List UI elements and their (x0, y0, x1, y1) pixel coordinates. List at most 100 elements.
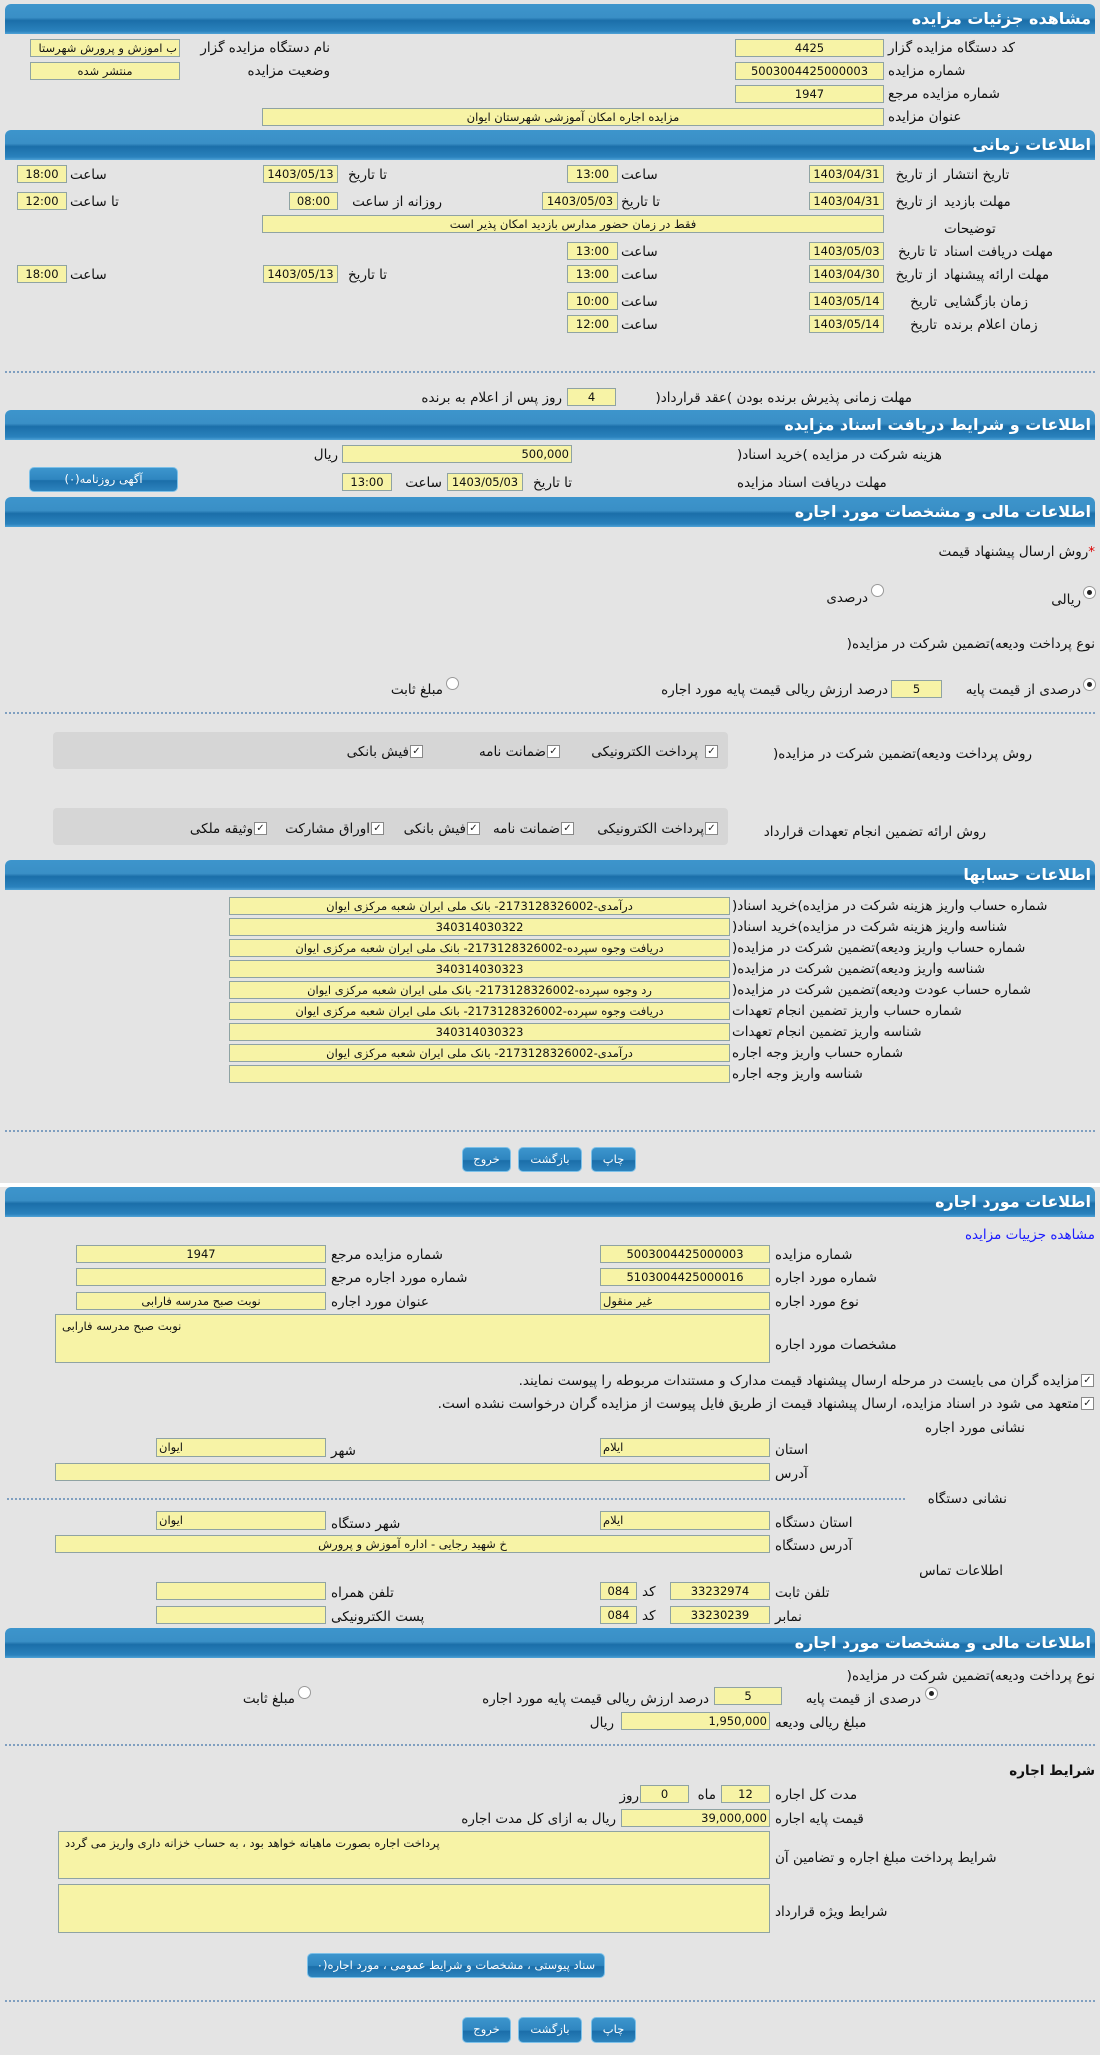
exit-button[interactable]: خروج (462, 2017, 511, 2043)
visit-to-date[interactable]: 1403/05/03 (542, 192, 618, 210)
attach-docs-checkbox[interactable]: ✓ (1081, 1374, 1094, 1387)
address-field[interactable] (55, 1463, 770, 1481)
checkbox-guarantee-letter[interactable]: ✓ (561, 822, 574, 835)
checkbox-guarantee-letter[interactable]: ✓ (547, 745, 560, 758)
item-no-field[interactable]: 5103004425000016 (600, 1268, 770, 1286)
percent-radio[interactable] (871, 584, 884, 597)
phone-code-field[interactable]: 084 (600, 1582, 637, 1600)
account-field[interactable]: درآمدی-2173128326002- بانک ملی ایران شعب… (229, 897, 730, 915)
status-field[interactable]: منتشر شده (30, 62, 180, 80)
publish-to-date[interactable]: 1403/05/13 (263, 165, 338, 183)
auction-no-label: شماره مزایده (888, 63, 966, 79)
fax-field[interactable]: 33230239 (670, 1606, 770, 1624)
phone-field[interactable]: 33232974 (670, 1582, 770, 1600)
auction-title-label: عنوان مزایده (888, 109, 962, 125)
org-city-field[interactable]: ایوان (156, 1511, 326, 1530)
ref-no-field[interactable]: 1947 (76, 1245, 326, 1263)
price-method-label: *روش ارسال پیشنهاد قیمت (938, 543, 1095, 561)
org-code-field[interactable]: 4425 (735, 39, 884, 57)
offer-to-date[interactable]: 1403/05/13 (263, 265, 338, 283)
city-field[interactable]: ایوان (156, 1438, 326, 1457)
account-field[interactable]: دریافت وجوه سپرده-2173128326002- بانک مل… (229, 939, 730, 957)
percent-of-base-radio[interactable] (1083, 678, 1096, 691)
account-field[interactable]: درآمدی-2173128326002- بانک ملی ایران شعب… (229, 1044, 730, 1062)
from-date-label: از تاریخ (895, 167, 937, 183)
winner-time[interactable]: 12:00 (567, 315, 618, 333)
mobile-field[interactable] (156, 1582, 326, 1600)
publish-from-time[interactable]: 13:00 (567, 165, 618, 183)
visit-daily-to[interactable]: 12:00 (17, 192, 67, 210)
checkbox-property-collateral[interactable]: ✓ (254, 822, 267, 835)
visit-from-date[interactable]: 1403/04/31 (809, 192, 884, 210)
item-spec-textarea[interactable]: نوبت صبح مدرسه فارابی (55, 1314, 770, 1363)
org-province-field[interactable]: ایلام (600, 1511, 770, 1530)
desc-field[interactable]: فقط در زمان حضور مدارس بازدید امکان پذیر… (262, 215, 884, 233)
account-field[interactable]: 340314030323 (229, 1023, 730, 1041)
no-attachment-checkbox[interactable]: ✓ (1081, 1397, 1094, 1410)
lease-terms-title: شرایط اجاره (1009, 1763, 1095, 1779)
special-terms-textarea[interactable] (58, 1884, 770, 1933)
item-title-field[interactable]: نوبت صبح مدرسه فارابی (76, 1292, 326, 1310)
fixed-amount-radio[interactable] (446, 677, 459, 690)
account-field[interactable]: 340314030323 (229, 960, 730, 978)
payment-terms-textarea[interactable]: پرداخت اجاره بصورت ماهیانه خواهد بود ، ب… (58, 1831, 770, 1879)
docs-to-time[interactable]: 13:00 (567, 242, 618, 260)
exit-button[interactable]: خروج (462, 1147, 511, 1172)
back-button[interactable]: بازگشت (518, 1147, 582, 1172)
days-field[interactable]: 0 (640, 1785, 689, 1803)
auction-no-field[interactable]: 5003004425000003 (735, 62, 884, 80)
back-button[interactable]: بازگشت (518, 2017, 582, 2043)
fixed-amount-radio[interactable] (298, 1686, 311, 1699)
auction-no-field[interactable]: 5003004425000003 (600, 1245, 770, 1263)
org-address-field[interactable]: خ شهید رجایی - اداره آموزش و پرورش (55, 1535, 770, 1553)
visit-daily-from[interactable]: 08:00 (289, 192, 338, 210)
percent-field[interactable]: 5 (891, 680, 942, 698)
publish-from-date[interactable]: 1403/04/31 (809, 165, 884, 183)
fax-code-field[interactable]: 084 (600, 1606, 637, 1624)
account-field[interactable] (229, 1065, 730, 1083)
newspaper-ad-button[interactable]: آگهی روزنامه(۰) (29, 467, 178, 492)
months-field[interactable]: 12 (721, 1785, 770, 1803)
auction-details-link[interactable]: مشاهده جزییات مزایده (964, 1227, 1095, 1243)
checkbox-electronic[interactable]: ✓ (705, 822, 718, 835)
percent-field[interactable]: 5 (714, 1687, 782, 1705)
offer-from-time[interactable]: 13:00 (567, 265, 618, 283)
item-type-field[interactable]: غیر منقول (600, 1292, 770, 1310)
opening-date[interactable]: 1403/05/14 (809, 292, 884, 310)
hour-label: ساعت (621, 167, 658, 183)
deposit-amount-field[interactable]: 1,950,000 (621, 1712, 770, 1730)
base-price-field[interactable]: 39,000,000 (621, 1809, 770, 1827)
checkbox-electronic[interactable]: ✓ (705, 745, 718, 758)
print-button[interactable]: چاپ (591, 2017, 636, 2043)
item-ref-field[interactable] (76, 1268, 326, 1286)
deposit-method-label: روش پرداخت ودیعه)تضمین شرکت در مزایده( (772, 746, 1032, 762)
attachments-button[interactable]: سناد پیوستی ، مشخصات و شرایط عمومی ، مور… (307, 1953, 605, 1978)
publish-to-time[interactable]: 18:00 (17, 165, 67, 183)
fee-field[interactable]: 500,000 (342, 445, 572, 463)
checkbox-bank-receipt[interactable]: ✓ (467, 822, 480, 835)
percent-of-base-radio[interactable] (925, 1687, 938, 1700)
offer-to-time[interactable]: 18:00 (17, 265, 67, 283)
print-button[interactable]: چاپ (591, 1147, 636, 1172)
rial-radio[interactable] (1083, 586, 1096, 599)
account-field[interactable]: دریافت وجوه سپرده-2173128326002- بانک مل… (229, 1002, 730, 1020)
account-field[interactable]: 340314030322 (229, 918, 730, 936)
checkbox-bonds[interactable]: ✓ (371, 822, 384, 835)
account-field[interactable]: رد وجوه سپرده-2173128326002- بانک ملی ای… (229, 981, 730, 999)
ref-no-field[interactable]: 1947 (735, 85, 884, 103)
offer-from-date[interactable]: 1403/04/30 (809, 265, 884, 283)
checkbox-bank-receipt[interactable]: ✓ (410, 745, 423, 758)
section-header-financial: اطلاعات مالی و مشخصات مورد اجاره (5, 497, 1095, 527)
auction-title-field[interactable]: مزایده اجاره امکان آموزشی شهرستان ایوان (262, 108, 884, 126)
divider (7, 1498, 905, 1500)
winner-date[interactable]: 1403/05/14 (809, 315, 884, 333)
email-field[interactable] (156, 1606, 326, 1624)
section-header-lease-item: اطلاعات مورد اجاره (5, 1187, 1095, 1217)
province-field[interactable]: ایلام (600, 1438, 770, 1457)
org-name-field[interactable]: ب اموزش و پرورش شهرستا (30, 39, 180, 57)
docs-to-date[interactable]: 1403/05/03 (809, 242, 884, 260)
docs-time-field[interactable]: 13:00 (342, 473, 392, 491)
docs-date-field[interactable]: 1403/05/03 (447, 473, 523, 491)
acceptance-days-field[interactable]: 4 (567, 388, 616, 406)
opening-time[interactable]: 10:00 (567, 292, 618, 310)
